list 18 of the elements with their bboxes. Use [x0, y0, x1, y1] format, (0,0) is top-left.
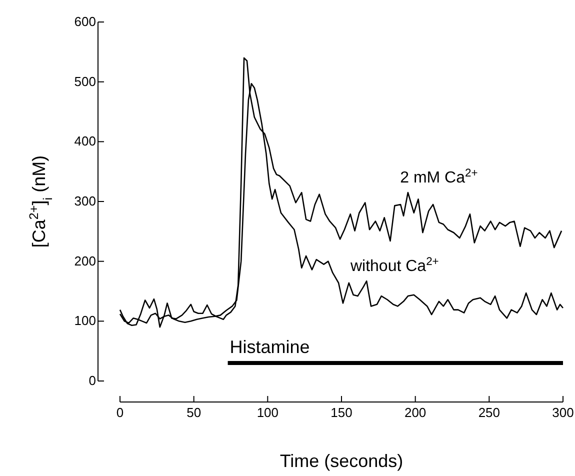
series-label: 2 mM Ca$^{2+}$ — [400, 168, 478, 187]
x-axis-title: Time (seconds) — [280, 451, 404, 471]
y-tick-label: 200 — [74, 253, 96, 268]
x-tick-label: 300 — [552, 405, 574, 420]
annotation: Histamine — [230, 337, 310, 358]
y-tick-label: 500 — [74, 74, 96, 89]
y-tick-label: 100 — [74, 313, 96, 328]
x-tick-label: 200 — [404, 405, 426, 420]
x-tick-label: 0 — [116, 405, 124, 420]
y-tick-label: 0 — [88, 373, 96, 388]
x-tick-label: 250 — [478, 405, 500, 420]
y-tick-label: 400 — [74, 134, 96, 149]
x-tick-label: 150 — [330, 405, 352, 420]
y-tick-label: 600 — [74, 14, 96, 29]
x-tick-label: 100 — [256, 405, 279, 420]
series-label: without Ca$^{2+}$ — [349, 256, 439, 276]
x-tick-label: 50 — [186, 405, 202, 420]
y-tick-label: 300 — [74, 194, 96, 208]
